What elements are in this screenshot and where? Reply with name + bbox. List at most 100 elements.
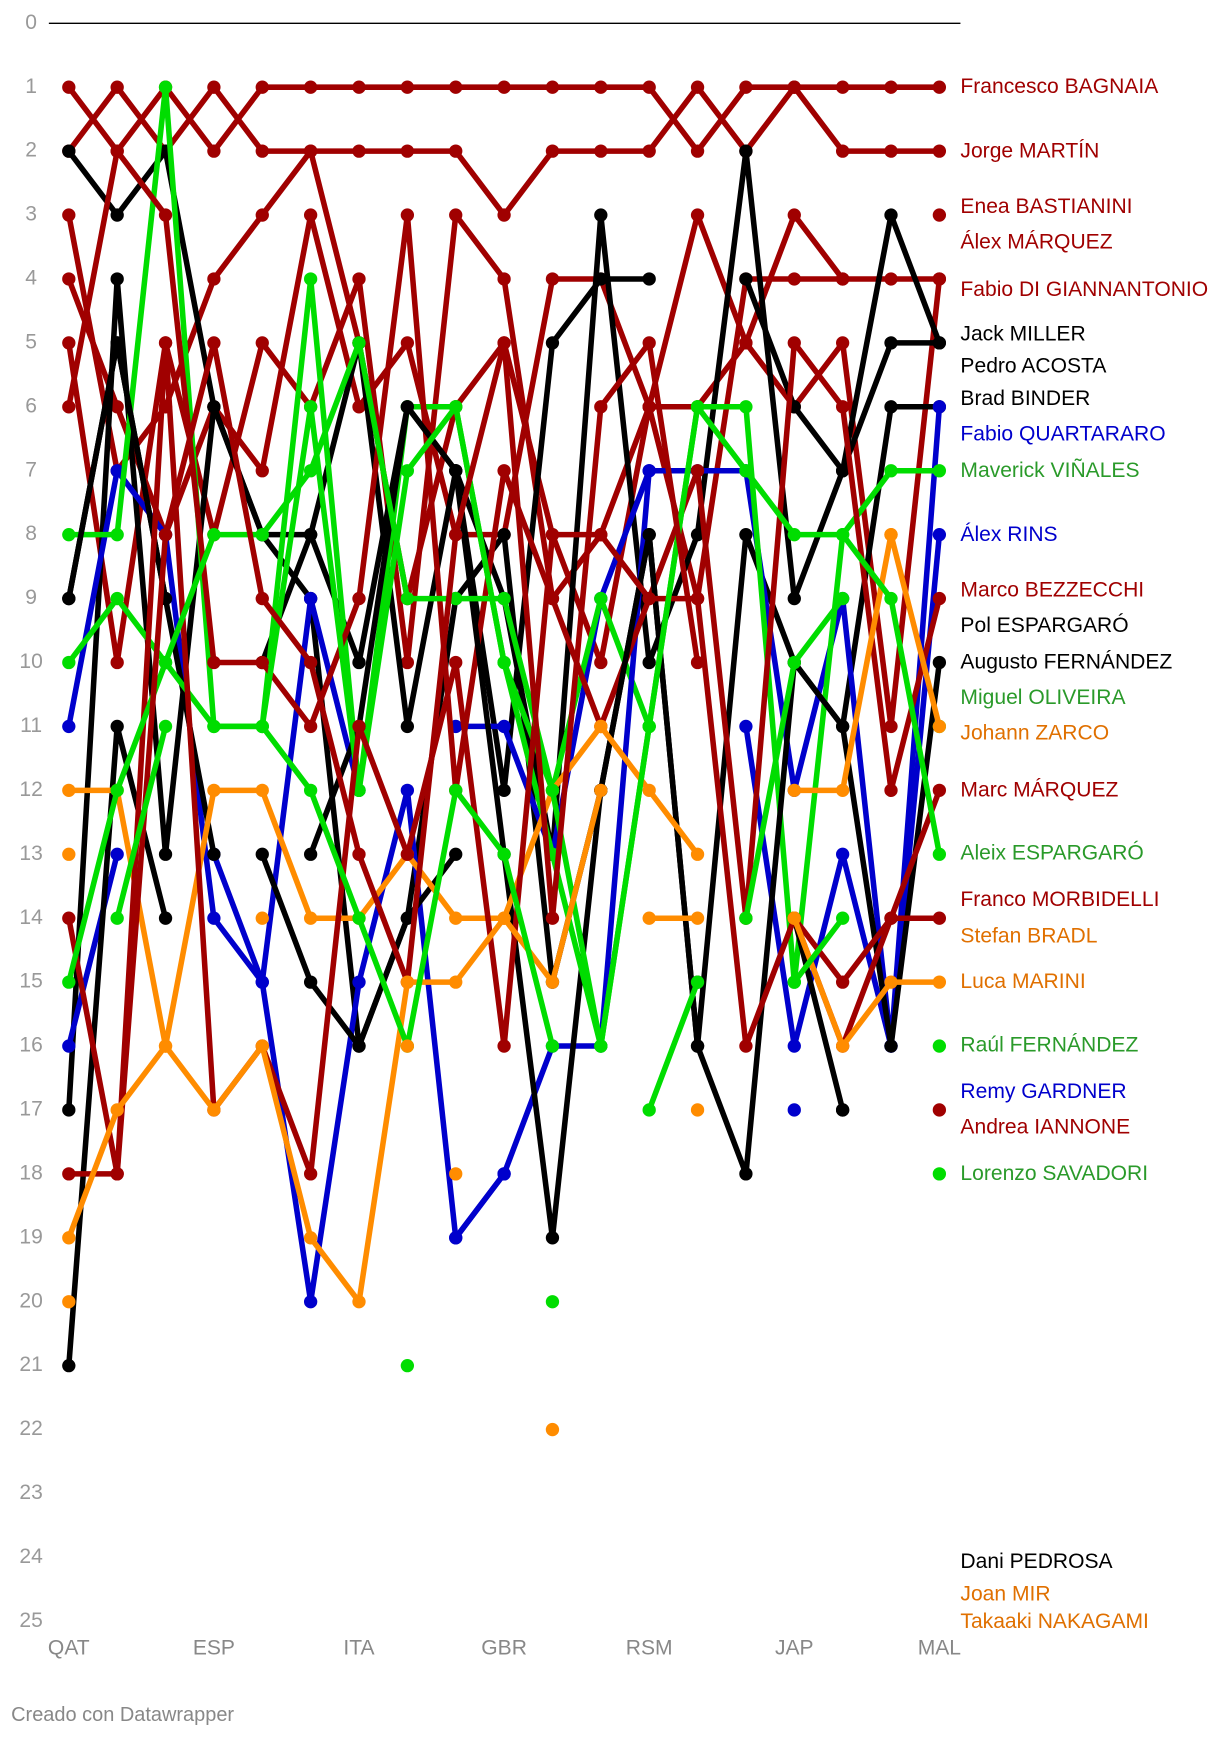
rider-label: Stefan BRADL [960,925,1097,948]
rider-point [303,1167,318,1181]
rider-point [207,719,221,734]
rider-point [835,847,850,861]
rider-point [449,464,463,478]
rider-point [932,464,947,478]
rider-point [62,655,76,670]
rider-point [255,336,269,350]
y-tick-label: 13 [19,842,42,865]
rider-label: Francesco BAGNAIA [960,75,1158,98]
rider-point [497,591,511,606]
rider-point [400,80,415,94]
y-tick-label: 5 [25,330,37,353]
rider-point [835,783,850,798]
rider-point [400,1039,415,1053]
rider-point [594,591,608,606]
rider-point [449,400,463,414]
rider-point [787,208,801,222]
rider-point [497,336,511,350]
rider-label: Luca MARINI [960,970,1085,993]
rider-point [690,1039,705,1053]
rider-point [497,655,511,670]
rider-point [884,783,898,798]
rider-point [352,655,366,670]
rider-point [884,80,898,94]
y-tick-label: 20 [19,1289,42,1312]
y-tick-label: 6 [25,394,37,417]
rider-point [594,655,608,670]
y-tick-label: 19 [19,1225,42,1248]
rider-point [303,719,318,734]
rider-point [932,783,947,798]
rider-point [207,1103,221,1117]
rider-point [642,719,656,734]
rider-label: Jorge MARTÍN [960,139,1099,162]
rider-point [352,80,366,94]
rider-point [303,80,318,94]
rider-point [835,719,850,734]
rider-point [62,144,76,158]
rider-point [497,719,511,734]
rider-point [158,208,173,222]
rider-point [835,464,850,478]
rider-point [739,1167,753,1181]
rider-point [352,272,366,286]
y-tick-label: 15 [19,970,42,993]
rider-point [400,911,415,925]
rider-point [594,719,608,734]
footer: Creado con Datawrapper [11,1704,234,1726]
rider-point [884,975,898,989]
y-tick-label: 1 [25,75,37,98]
rider-point [400,464,415,478]
rider-point [158,80,173,94]
rider-label: Lorenzo SAVADORI [960,1162,1148,1185]
rider-point [449,1231,463,1245]
y-tick-label: 21 [19,1353,42,1376]
rider-point [255,655,269,670]
rider-point [158,336,173,350]
rider-point [594,80,608,94]
rider-point [62,911,76,925]
rider-line [452,1171,507,1241]
rider-point [352,1039,366,1053]
rider-point [303,400,318,414]
rider-point [932,80,947,94]
rider-point [62,272,76,286]
rider-point [642,911,656,925]
rider-label: Aleix ESPARGARÓ [960,841,1143,864]
rider-point [303,1295,318,1309]
rider-line [66,787,604,1305]
rider-point [110,655,124,670]
y-tick-label: 3 [25,203,37,226]
rider-point [158,655,173,670]
rider-point [497,1167,511,1181]
rider-point [207,272,221,286]
rider-point [739,144,753,158]
rider-point [787,975,801,989]
rider-point [207,144,221,158]
rider-point [62,1231,76,1245]
rider-point [594,208,608,222]
rider-point [884,464,898,478]
rider-point [545,1039,560,1053]
rider-label: Enea BASTIANINI [960,195,1132,218]
x-tick-label: QAT [48,1637,90,1660]
rider-point [690,80,705,94]
rider-point [932,1167,947,1181]
rider-line [646,979,701,1113]
rider-point [352,975,366,989]
rider-point [739,400,753,414]
rider-point [642,528,656,542]
rider-label: Fabio QUARTARARO [960,422,1165,445]
rider-point [690,911,705,925]
rider-point [62,783,76,798]
rider-point [352,336,366,350]
lines-layer [62,80,947,1437]
rider-point [835,1103,850,1117]
rider-line [66,84,943,218]
rider-point [787,655,801,670]
rider-label: Andrea IANNONE [960,1115,1130,1138]
rider-point [62,847,76,861]
rider-point [835,80,850,94]
y-tick-label: 11 [20,714,42,737]
rider-point [400,144,415,158]
